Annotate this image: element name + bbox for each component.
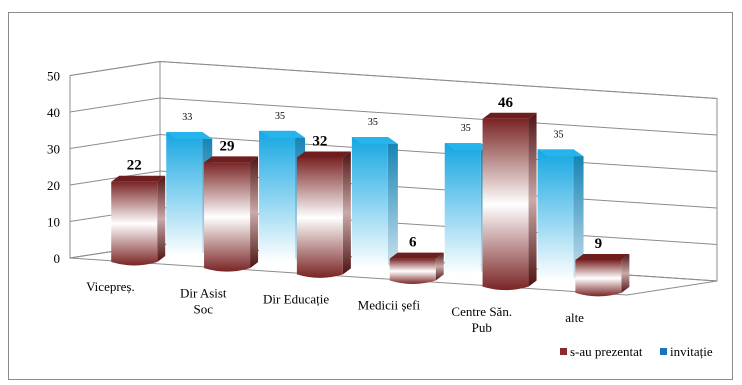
bar-s-au-prezentat-3-front bbox=[390, 259, 436, 284]
data-label-s-au-prezentat: 22 bbox=[127, 158, 142, 174]
data-label-s-au-prezentat: 46 bbox=[498, 95, 514, 111]
y-tick-label: 30 bbox=[47, 142, 60, 157]
x-tick-label: alte bbox=[565, 310, 584, 325]
bar-s-au-prezentat-2-side bbox=[343, 152, 351, 275]
data-label-s-au-prezentat: 6 bbox=[409, 235, 417, 251]
x-tick-label: Dir Asist Soc bbox=[180, 285, 227, 316]
legend-swatch-s-au-prezentat bbox=[560, 348, 567, 355]
bar-invitatie-3-front bbox=[445, 143, 481, 274]
legend-label-s-au-prezentat: s-au prezentat bbox=[570, 344, 643, 359]
bar-s-au-prezentat-4-front bbox=[483, 119, 529, 290]
bar-s-au-prezentat-0 bbox=[111, 176, 165, 266]
data-label-s-au-prezentat: 29 bbox=[220, 138, 235, 154]
y-axis: 0 10 20 30 40 50 bbox=[47, 69, 60, 267]
bar-s-au-prezentat-3 bbox=[390, 253, 444, 284]
bar-s-au-prezentat-4-side bbox=[529, 113, 537, 287]
legend-label-invitatie: invitație bbox=[670, 344, 713, 359]
bar-invitatie-2-side bbox=[388, 137, 398, 272]
bar-s-au-prezentat-1-top bbox=[204, 156, 258, 162]
bar-s-au-prezentat-5-top bbox=[575, 254, 629, 260]
y-tick-label: 20 bbox=[47, 178, 60, 193]
data-label-invitatie: 35 bbox=[275, 111, 285, 122]
bar-s-au-prezentat-0-side bbox=[157, 176, 165, 262]
bar-s-au-prezentat-0-front bbox=[111, 182, 157, 266]
bar-s-au-prezentat-1 bbox=[204, 156, 258, 271]
bar-s-au-prezentat-1-side bbox=[250, 156, 258, 268]
x-tick-label: Medicii șefi bbox=[358, 298, 421, 313]
data-label-invitatie: 33 bbox=[182, 112, 192, 123]
bar-s-au-prezentat-1-front bbox=[204, 162, 250, 271]
x-tick-label: Vicepreș. bbox=[86, 279, 135, 294]
bar-s-au-prezentat-0-top bbox=[111, 176, 165, 182]
bar-s-au-prezentat-5-side bbox=[621, 254, 629, 293]
y-tick-label: 40 bbox=[47, 105, 60, 120]
legend: s-au prezentat invitație bbox=[560, 344, 713, 359]
bar-invitatie-2 bbox=[352, 137, 398, 272]
bar-s-au-prezentat-2-top bbox=[297, 152, 351, 158]
bar-invitatie-2-front bbox=[352, 137, 388, 268]
data-label-s-au-prezentat: 32 bbox=[312, 134, 327, 150]
bar-s-au-prezentat-4 bbox=[483, 113, 537, 290]
y-tick-label: 10 bbox=[47, 215, 60, 230]
bar-s-au-prezentat-5-front bbox=[575, 260, 621, 296]
data-label-invitatie: 35 bbox=[554, 129, 564, 140]
data-label-s-au-prezentat: 9 bbox=[595, 236, 603, 252]
legend-swatch-invitatie bbox=[660, 348, 667, 355]
data-label-invitatie: 35 bbox=[461, 123, 471, 134]
y-tick-label: 50 bbox=[47, 69, 60, 84]
y-tick-label: 0 bbox=[54, 251, 61, 266]
data-label-invitatie: 35 bbox=[368, 117, 378, 128]
x-tick-label: Dir Educație bbox=[263, 291, 329, 306]
bar-invitatie-0-front bbox=[166, 132, 202, 256]
bar-s-au-prezentat-4-top bbox=[483, 113, 537, 119]
bar-s-au-prezentat-5 bbox=[575, 254, 629, 296]
bar-invitatie-4-front bbox=[538, 149, 574, 280]
bar-s-au-prezentat-3-top bbox=[390, 253, 444, 259]
bar-invitatie-1-front bbox=[259, 131, 295, 262]
x-tick-label: Centre Săn. Pub bbox=[451, 304, 512, 335]
bar-s-au-prezentat-2 bbox=[297, 152, 351, 278]
bar-s-au-prezentat-2-front bbox=[297, 158, 343, 278]
